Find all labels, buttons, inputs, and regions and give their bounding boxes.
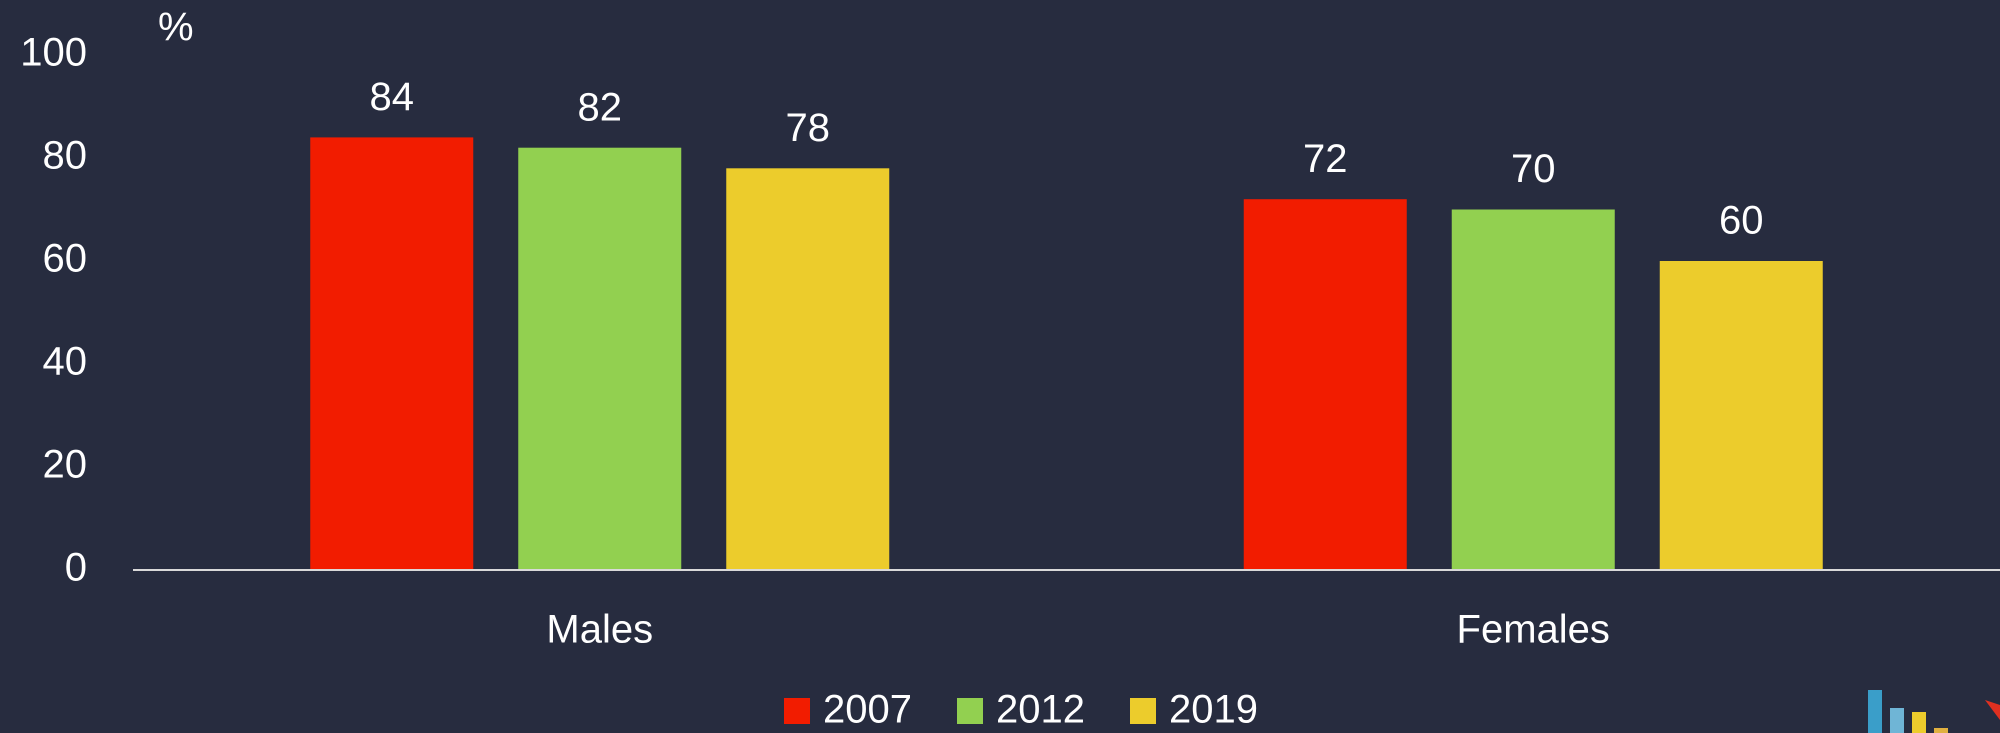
data-label: 60: [1719, 199, 1764, 243]
legend-label: 2007: [823, 688, 912, 732]
y-tick-label: 80: [43, 134, 88, 178]
data-label: 70: [1511, 147, 1556, 191]
logo-bar: [1934, 728, 1948, 733]
y-tick-label: 20: [43, 443, 88, 487]
legend-label: 2012: [996, 688, 1085, 732]
bar: [1243, 199, 1407, 570]
x-tick-label: Males: [546, 608, 653, 652]
data-label: 78: [786, 106, 831, 150]
logo-bar: [1868, 690, 1882, 733]
x-tick-label: Females: [1457, 608, 1610, 652]
bar: [1659, 261, 1823, 570]
bar: [310, 137, 474, 570]
data-label: 72: [1303, 137, 1348, 181]
y-tick-label: 100: [20, 31, 87, 75]
y-tick-label: 60: [43, 237, 88, 281]
bar: [726, 168, 890, 571]
legend-swatch: [784, 698, 810, 724]
logo-bar: [1890, 708, 1904, 733]
legend-label: 2019: [1169, 688, 1258, 732]
logo-mark: [1985, 700, 2000, 720]
data-label: 84: [370, 75, 415, 119]
y-tick-label: 0: [65, 546, 87, 590]
legend-swatch: [957, 698, 983, 724]
bar: [518, 147, 682, 570]
y-axis-label: %: [158, 6, 194, 50]
bar: [1451, 209, 1615, 570]
data-label: 82: [578, 85, 623, 129]
legend-swatch: [1130, 698, 1156, 724]
logo: [1868, 690, 2000, 733]
y-tick-label: 40: [43, 340, 88, 384]
logo-bar: [1912, 712, 1926, 733]
